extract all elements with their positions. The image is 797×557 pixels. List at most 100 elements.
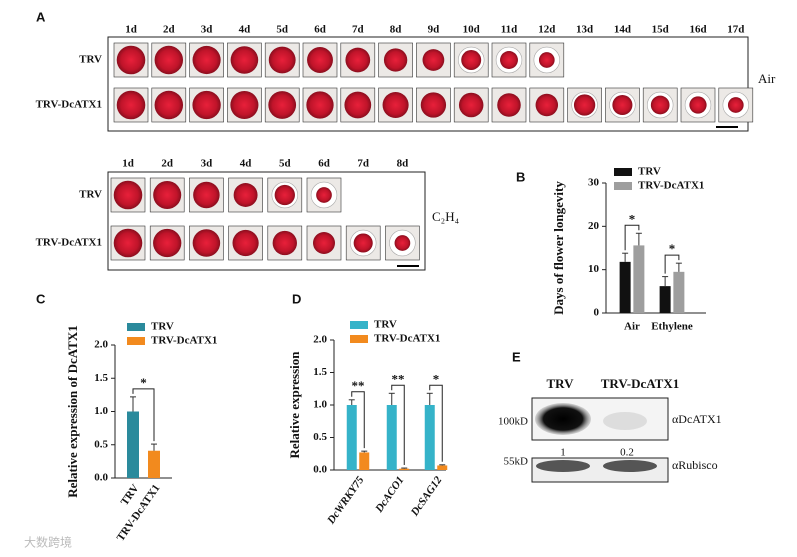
size-label: 55kD	[504, 456, 529, 468]
day-label: 1d	[122, 158, 134, 170]
flower	[727, 97, 744, 113]
y-tick-label: 0.0	[94, 472, 108, 484]
flower	[316, 187, 332, 203]
y-tick-label: 0.5	[94, 438, 108, 450]
flower	[344, 91, 372, 119]
bar	[437, 465, 448, 470]
flower	[497, 93, 521, 117]
quantity: 1	[560, 447, 566, 459]
flower	[272, 230, 297, 256]
legend-swatch	[350, 335, 368, 343]
flower	[394, 235, 411, 251]
x-tick-label: DcACO1	[373, 474, 407, 515]
y-tick-label: 30	[588, 177, 600, 189]
column-label: TRV-DcATX1	[601, 376, 680, 391]
legend-swatch	[614, 168, 632, 176]
flower	[192, 45, 221, 75]
y-tick-label: 10	[588, 263, 600, 275]
legend-label: TRV	[374, 319, 397, 331]
flower	[573, 94, 596, 116]
y-axis-label: Days of flower longevity	[551, 181, 566, 315]
day-label: 9d	[428, 24, 440, 36]
day-label: 7d	[352, 24, 364, 36]
flower	[230, 46, 259, 74]
flower	[268, 91, 297, 119]
column-label: TRV	[547, 376, 575, 391]
legend-swatch	[614, 182, 632, 190]
flower	[689, 96, 707, 114]
row-label: TRV	[79, 189, 102, 201]
flower	[113, 180, 143, 210]
day-label: 2d	[163, 24, 175, 36]
band	[536, 460, 590, 472]
flower	[116, 90, 146, 120]
y-axis-label: Relative expression of DcATX1	[65, 325, 80, 497]
flower	[154, 90, 184, 120]
ethylene-frame	[107, 171, 426, 271]
bar	[619, 261, 631, 313]
flower	[232, 229, 259, 257]
flower	[345, 47, 371, 73]
day-label: 3d	[201, 158, 213, 170]
day-label: 13d	[576, 24, 593, 36]
annotation: *	[629, 211, 636, 226]
day-label: 12d	[538, 24, 555, 36]
flower	[306, 91, 334, 119]
flower	[230, 90, 259, 120]
flower	[192, 90, 221, 120]
day-label: 6d	[314, 24, 326, 36]
day-label: 1d	[125, 24, 137, 36]
legend-label: TRV-DcATX1	[638, 180, 704, 192]
flower	[113, 228, 143, 258]
row-label: TRV-DcATX1	[36, 99, 102, 111]
bar	[399, 468, 410, 470]
y-tick-label: 0.5	[313, 431, 327, 443]
flower	[233, 183, 258, 207]
bar	[386, 405, 397, 470]
flower	[420, 92, 447, 118]
x-tick-label: DcSAG12	[408, 474, 445, 519]
y-tick-label: 1.0	[313, 399, 327, 411]
annotation: *	[433, 371, 440, 386]
flower	[383, 48, 408, 72]
annotation: *	[669, 241, 676, 256]
flower	[612, 94, 633, 116]
significance-bracket	[624, 224, 640, 251]
panel-label: B	[516, 169, 525, 184]
legend-swatch	[127, 337, 145, 345]
x-tick-label: Air	[624, 321, 640, 333]
condition: C₂H₄	[432, 209, 460, 224]
x-tick-label: DcWRKY75	[325, 474, 367, 527]
y-tick-label: 0.0	[313, 464, 327, 476]
flower	[307, 47, 333, 73]
legend-swatch	[127, 323, 145, 331]
air-frame	[107, 36, 749, 132]
bar	[127, 411, 139, 478]
quantity: 0.2	[620, 447, 634, 459]
significance-bracket	[664, 254, 680, 274]
bar	[359, 452, 370, 470]
flower	[192, 229, 221, 257]
watermark: 大数跨境	[24, 535, 72, 550]
day-label: 15d	[652, 24, 669, 36]
bar	[148, 450, 160, 478]
day-label: 8d	[390, 24, 402, 36]
band	[603, 412, 647, 430]
band	[603, 460, 657, 472]
y-tick-label: 0	[594, 307, 600, 319]
y-tick-label: 1.0	[94, 405, 108, 417]
day-label: 14d	[614, 24, 631, 36]
bar	[633, 245, 645, 313]
flower	[274, 184, 295, 206]
panel-label: E	[512, 349, 521, 364]
bar	[346, 405, 357, 470]
flower	[382, 91, 409, 119]
significance-bracket	[351, 391, 365, 449]
day-label: 7d	[357, 158, 369, 170]
flower	[116, 45, 146, 75]
flower	[650, 95, 670, 115]
day-label: 3d	[201, 24, 213, 36]
day-label: 2d	[161, 158, 173, 170]
y-tick-label: 2.0	[313, 334, 327, 346]
